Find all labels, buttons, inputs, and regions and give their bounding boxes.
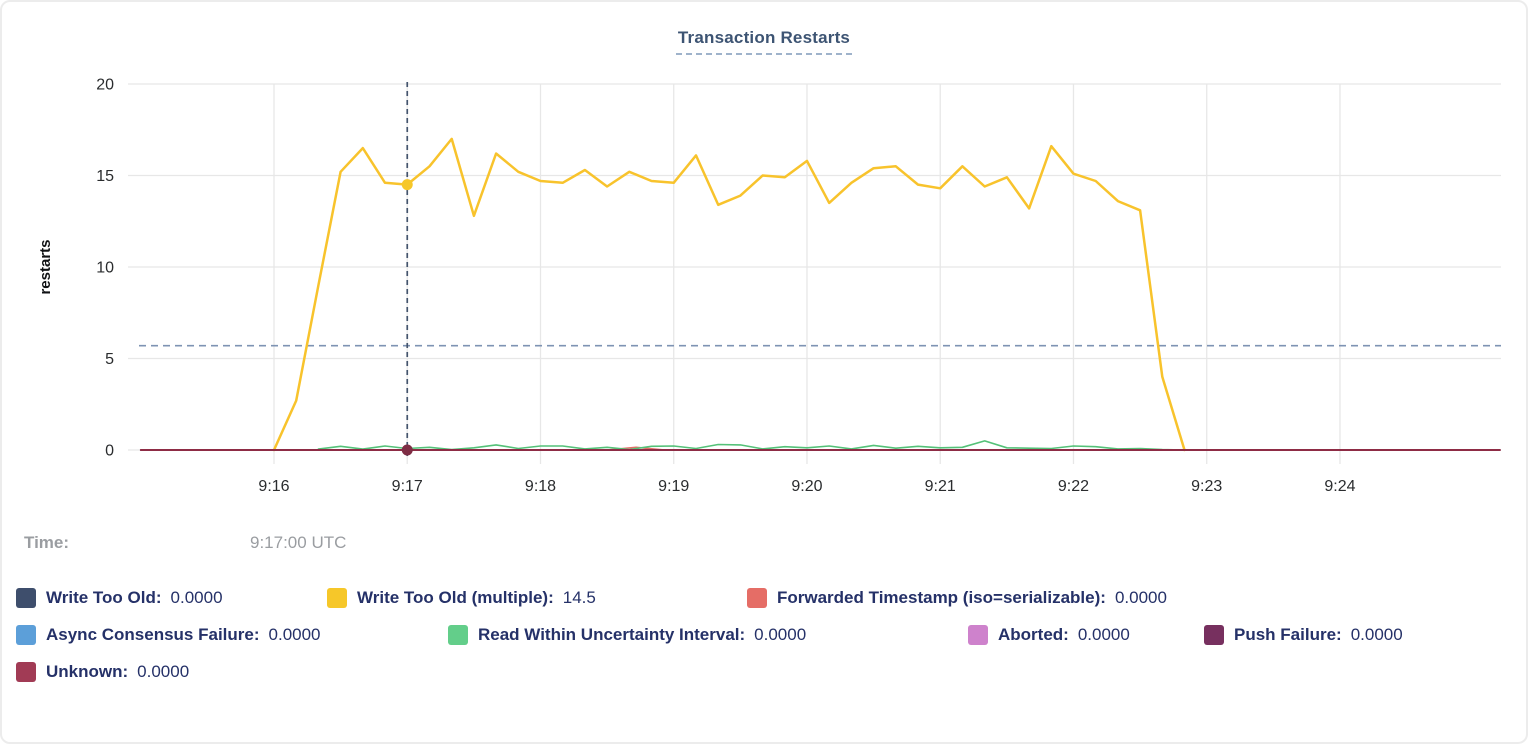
legend-swatch [327, 588, 347, 608]
legend-item: Forwarded Timestamp (iso=serializable): 0… [747, 588, 1167, 608]
x-tick-label: 9:22 [1058, 478, 1089, 495]
y-tick-label: 15 [96, 168, 114, 185]
chart-title[interactable]: Transaction Restarts [675, 28, 853, 55]
chart-legend: Write Too Old: 0.0000 Write Too Old (multi… [2, 588, 1526, 699]
legend-row: Async Consensus Failure: 0.0000 Read Withi… [2, 625, 1526, 645]
legend-swatch [747, 588, 767, 608]
legend-swatch [16, 588, 36, 608]
legend-value: 0.0000 [268, 625, 321, 644]
x-tick-label: 9:17 [392, 478, 423, 495]
legend-item: Write Too Old: 0.0000 [16, 588, 327, 608]
x-tick-label: 9:21 [925, 478, 956, 495]
time-value: 9:17:00 UTC [250, 533, 347, 552]
x-tick-label: 9:23 [1191, 478, 1222, 495]
y-axis-label: restarts [37, 239, 54, 294]
legend-item: Aborted: 0.0000 [968, 625, 1204, 645]
legend-label: Write Too Old: [46, 588, 162, 607]
legend-row: Write Too Old: 0.0000 Write Too Old (multi… [2, 588, 1526, 608]
legend-value: 0.0000 [1114, 588, 1167, 607]
y-tick-label: 0 [105, 443, 114, 460]
hover-marker-dot [401, 179, 413, 191]
legend-value: 0.0000 [1077, 625, 1130, 644]
legend-label: Read Within Uncertainty Interval: [478, 625, 746, 644]
legend-label: Async Consensus Failure: [46, 625, 260, 644]
series-line-write-too-old-multiple- [272, 137, 1186, 452]
legend-label: Unknown: [46, 662, 129, 681]
legend-row: Unknown: 0.0000 [2, 662, 1526, 682]
legend-label: Write Too Old (multiple): [357, 588, 554, 607]
legend-swatch [448, 625, 468, 645]
legend-item: Unknown: 0.0000 [16, 662, 189, 682]
y-tick-label: 5 [105, 351, 114, 368]
legend-label: Forwarded Timestamp (iso=serializable): [777, 588, 1106, 607]
x-tick-label: 9:16 [258, 478, 289, 495]
x-tick-label: 9:20 [791, 478, 822, 495]
legend-item: Read Within Uncertainty Interval: 0.0000 [448, 625, 968, 645]
legend-swatch [968, 625, 988, 645]
legend-swatch [1204, 625, 1224, 645]
chart-title-wrap: Transaction Restarts [2, 28, 1526, 55]
legend-label: Aborted: [998, 625, 1069, 644]
y-tick-label: 20 [96, 77, 114, 94]
x-tick-label: 9:18 [525, 478, 556, 495]
hover-marker-dot [401, 444, 413, 456]
transaction-restarts-chart[interactable]: 0 5 10 15 20 9:16 9:17 9:18 9:19 9:20 9:21 9:22 9:23… [2, 2, 1528, 514]
series-line-read-within-uncertainty-interval [317, 440, 1186, 451]
x-tick-label: 9:19 [658, 478, 689, 495]
x-tick-label: 9:24 [1324, 478, 1355, 495]
legend-item: Push Failure: 0.0000 [1204, 625, 1403, 645]
legend-value: 0.0000 [137, 662, 190, 681]
time-label: Time: [24, 533, 70, 552]
legend-value: 14.5 [562, 588, 596, 607]
y-tick-label: 10 [96, 260, 114, 277]
legend-swatch [16, 662, 36, 682]
legend-value: 0.0000 [754, 625, 807, 644]
legend-swatch [16, 625, 36, 645]
legend-value: 0.0000 [170, 588, 223, 607]
legend-label: Push Failure: [1234, 625, 1342, 644]
legend-item: Write Too Old (multiple): 14.5 [327, 588, 747, 608]
hover-time-row: Time: 9:17:00 UTC [2, 533, 1526, 561]
legend-item: Async Consensus Failure: 0.0000 [16, 625, 448, 645]
legend-value: 0.0000 [1350, 625, 1403, 644]
